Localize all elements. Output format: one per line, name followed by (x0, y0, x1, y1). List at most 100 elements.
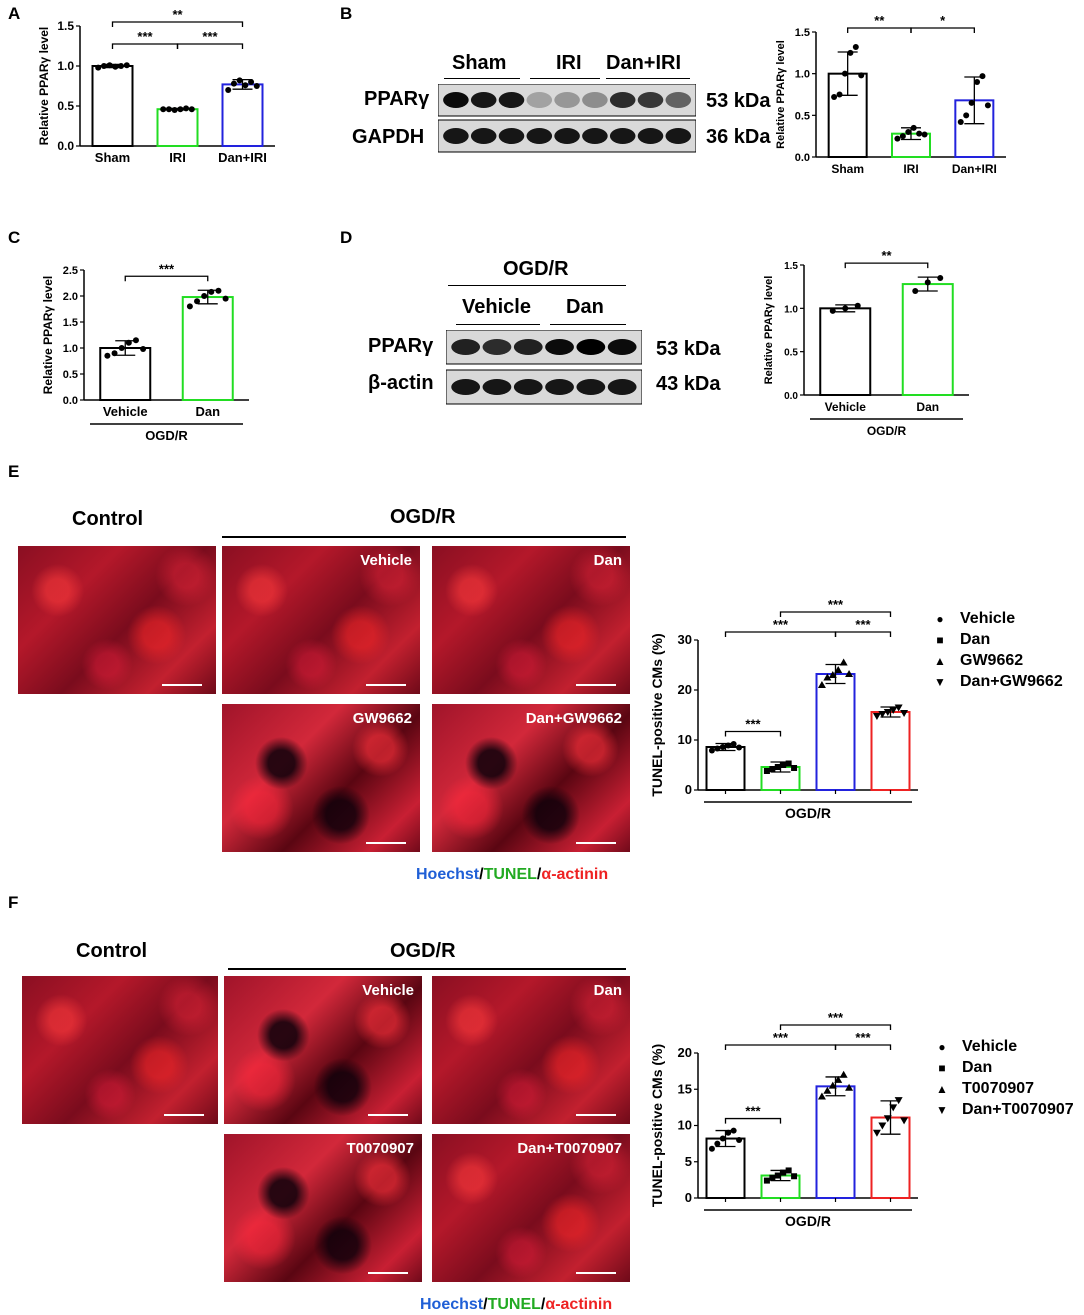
legend-marker-icon: ● (936, 612, 944, 626)
y-tick-label: 0.0 (63, 395, 78, 407)
x-tick-label: Dan (195, 404, 220, 419)
data-point (125, 339, 132, 346)
blot-band (609, 92, 636, 108)
y-tick-label: 2.5 (63, 265, 78, 277)
legend-item: ■ Dan (930, 631, 990, 649)
data-point (253, 83, 260, 89)
legend-item: ▲ T0070907 (932, 1080, 1034, 1098)
y-axis-label: TUNEL-positive CMs (%) (649, 633, 665, 796)
data-point (230, 80, 237, 87)
legend-item: ● Vehicle (930, 610, 1015, 628)
data-point (106, 62, 113, 69)
data-point (785, 1167, 792, 1174)
data-point (714, 745, 721, 752)
legend-label: Dan (960, 631, 991, 648)
group-label: OGD/R (785, 1213, 831, 1229)
data-point (845, 1083, 854, 1091)
data-point (841, 70, 848, 77)
significance-label: *** (773, 1030, 789, 1045)
significance-bracket (834, 1044, 892, 1050)
legend-item: ▼ Dan+GW9662 (930, 673, 1063, 691)
legend-marker-icon: ▼ (936, 1103, 948, 1117)
data-point (878, 1122, 887, 1130)
data-point (968, 99, 975, 106)
x-tick-label: Sham (95, 150, 130, 165)
y-axis-label: Relative PPARγ level (41, 276, 55, 395)
data-point (834, 1075, 843, 1083)
data-point (854, 302, 861, 309)
blot-band (607, 339, 637, 355)
data-point (725, 742, 732, 749)
data-point (780, 1169, 787, 1176)
blot-band (576, 339, 606, 355)
y-tick-label: 30 (678, 632, 692, 647)
y-tick-label: 0.5 (795, 110, 810, 122)
blot-band (451, 379, 481, 395)
data-point (852, 44, 859, 50)
blot-group-dan: Dan (566, 296, 604, 318)
bar-dan (181, 296, 234, 401)
data-point (118, 345, 125, 351)
significance-bracket (724, 1117, 782, 1124)
ogdr-header-f: OGD/R (390, 940, 456, 962)
y-tick-label: 5 (685, 1154, 692, 1169)
micrograph-control-e (18, 546, 216, 694)
blot-kda-gapdh: 36 kDa (706, 126, 771, 148)
data-point (817, 681, 826, 688)
y-tick-label: 0.0 (57, 139, 74, 153)
blot-band (498, 92, 525, 108)
data-point (894, 135, 901, 142)
data-point (236, 77, 243, 84)
y-tick-label: 10 (678, 1118, 692, 1133)
blot-band (470, 92, 497, 108)
data-point (817, 1092, 826, 1100)
x-tick-label: IRI (903, 162, 918, 176)
legend-item: ■ Dan (932, 1059, 992, 1077)
data-point (834, 666, 843, 673)
blot-band (513, 379, 543, 395)
legend-marker-icon: ■ (936, 633, 944, 647)
blot-row-gapdh: GAPDH (352, 126, 425, 148)
blot-group-dan-iri: Dan+IRI (606, 52, 682, 74)
significance-label: *** (159, 261, 175, 276)
data-point (160, 106, 167, 113)
x-tick-label: Sham (831, 162, 864, 176)
data-point (839, 658, 848, 666)
legend-label: Vehicle (962, 1038, 1018, 1055)
legend-label: Vehicle (960, 610, 1016, 627)
blot-band (451, 339, 481, 355)
bar-dan-iri (221, 83, 264, 147)
x-tick-label: IRI (169, 150, 186, 165)
bar-gw9662 (815, 673, 856, 791)
blot-band (470, 128, 497, 144)
data-point (132, 337, 139, 344)
blot-band (482, 339, 512, 355)
blot-d-header: OGD/R (503, 258, 569, 280)
panel-label-b: B (340, 4, 353, 23)
panel-label-a: A (8, 4, 21, 23)
legend-marker-icon: ● (938, 1040, 946, 1054)
significance-bracket (124, 275, 209, 282)
chart-a: 0.0 0.5 1.0 1.5 Relative PPARγ level Sham IRI D… (37, 7, 275, 165)
significance-label: ** (881, 248, 892, 263)
blot-group-sham: Sham (452, 52, 507, 74)
significance-label: *** (828, 597, 844, 612)
significance-bracket (910, 27, 975, 33)
y-tick-label: 0 (685, 1190, 692, 1205)
group-label: OGD/R (867, 424, 907, 438)
data-point (831, 94, 838, 100)
data-point (791, 1173, 798, 1180)
legend-item: ● Vehicle (932, 1038, 1017, 1056)
data-point (118, 63, 125, 69)
data-point (769, 1174, 776, 1181)
blot-band (443, 128, 469, 144)
data-point (828, 1081, 837, 1089)
data-point (912, 288, 919, 294)
significance-label: *** (855, 617, 871, 632)
significance-label: *** (828, 1010, 844, 1025)
blot-band (545, 379, 574, 395)
data-point (899, 133, 906, 140)
y-tick-label: 0.5 (63, 369, 78, 381)
y-axis-label: TUNEL-positive CMs (%) (649, 1044, 665, 1207)
data-point (957, 119, 964, 125)
